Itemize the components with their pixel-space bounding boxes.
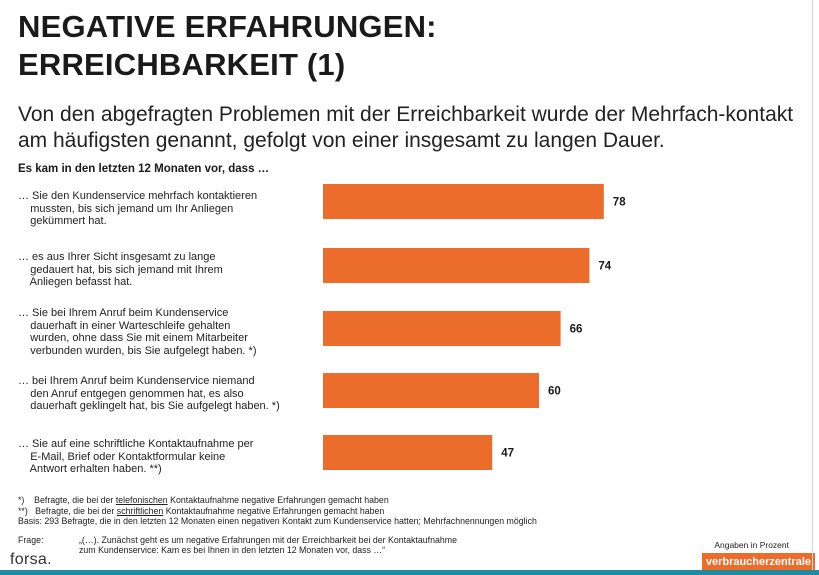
bar-label-3-line-1: … Sie bei Ihrem Anruf beim Kundenservice [18, 307, 229, 319]
frage-label: Frage: [18, 535, 44, 545]
bar-label-5-line-1: … Sie auf eine schriftliche Kontaktaufna… [18, 438, 254, 450]
bar-1 [323, 184, 604, 219]
bar-label-2-line-3: Anliegen befasst hat. [18, 276, 133, 288]
bar-label-5: … Sie auf eine schriftliche Kontaktaufna… [18, 438, 318, 476]
bar-label-2: … es aus Ihrer Sicht insgesamt zu lange … [18, 251, 318, 289]
bar-value-2: 74 [598, 261, 611, 273]
bar-label-5-line-3: Antwort erhalten haben. **) [18, 463, 162, 475]
bottom-bar [0, 570, 819, 575]
bar-label-2-line-2: gedauert hat, bis sich jemand mit Ihrem [18, 263, 223, 276]
bar-label-3-line-2: dauerhaft in einer Warteschleife gehalte… [18, 319, 231, 332]
bar-label-3-line-4: verbunden wurden, bis Sie aufgelegt habe… [18, 344, 257, 357]
bar-2 [323, 248, 590, 283]
bar-value-4: 60 [548, 386, 561, 398]
bar-label-4-line-3: dauerhaft geklingelt hat, bis Sie aufgel… [18, 400, 280, 412]
bar-label-5-line-2: E-Mail, Brief oder Kontaktformular keine [18, 450, 226, 463]
bar-label-3: … Sie bei Ihrem Anruf beim Kundenservice… [18, 307, 318, 357]
bar-label-1-line-1: … Sie den Kundenservice mehrfach kontakt… [18, 190, 258, 202]
frage-line-1: „(…). Zunächst geht es um negative Erfah… [79, 535, 457, 545]
footnote-written: **) Befragte, die bei der schriftlichen … [18, 505, 385, 516]
basis-note: Basis: 293 Befragte, die in den letzten … [18, 516, 537, 526]
title-line-1: NEGATIVE ERFAHRUNGEN: [18, 9, 437, 44]
question-text: Es kam in den letzten 12 Monaten vor, da… [18, 163, 270, 175]
bar-value-1: 78 [613, 197, 626, 209]
bar-label-1-line-3: gekümmert hat. [18, 215, 107, 227]
page-title: NEGATIVE ERFAHRUNGEN: ERREICHBARKEIT (1) [18, 8, 437, 84]
footnote-telephone: *) Befragte, die bei der telefonischen K… [18, 495, 389, 505]
bar-label-4-line-1: … bei Ihrem Anruf beim Kundenservice nie… [18, 375, 255, 387]
bar-label-3-line-3: wurden, ohne dass Sie mit einem Mitarbei… [18, 332, 248, 344]
subtitle: Von den abgefragten Problemen mit der Er… [18, 103, 794, 152]
bar-value-3: 66 [570, 324, 583, 336]
bar-5 [323, 435, 493, 470]
bar-4 [323, 373, 539, 408]
unit-label: Angaben in Prozent [714, 540, 789, 550]
bar-label-4-line-2: den Anruf entgegen genommen hat, es also [18, 387, 244, 400]
title-line-2: ERREICHBARKEIT (1) [18, 47, 346, 82]
forsa-logo: forsa. [10, 551, 52, 568]
bar-3 [323, 311, 561, 346]
right-divider [812, 0, 813, 570]
bar-label-2-line-1: … es aus Ihrer Sicht insgesamt zu lange [18, 251, 216, 263]
bar-label-1: … Sie den Kundenservice mehrfach kontakt… [18, 190, 318, 228]
frage-line-2: zum Kundenservice: Kam es bei Ihnen in d… [79, 545, 386, 555]
bar-label-4: … bei Ihrem Anruf beim Kundenservice nie… [18, 375, 318, 413]
verbraucherzentrale-logo: verbraucherzentrale [701, 553, 815, 572]
bar-value-5: 47 [501, 448, 514, 460]
bar-label-1-line-2: mussten, bis sich jemand um Ihr Anliegen [18, 202, 234, 215]
footnotes: *) Befragte, die bei der telefonischen K… [18, 495, 718, 527]
